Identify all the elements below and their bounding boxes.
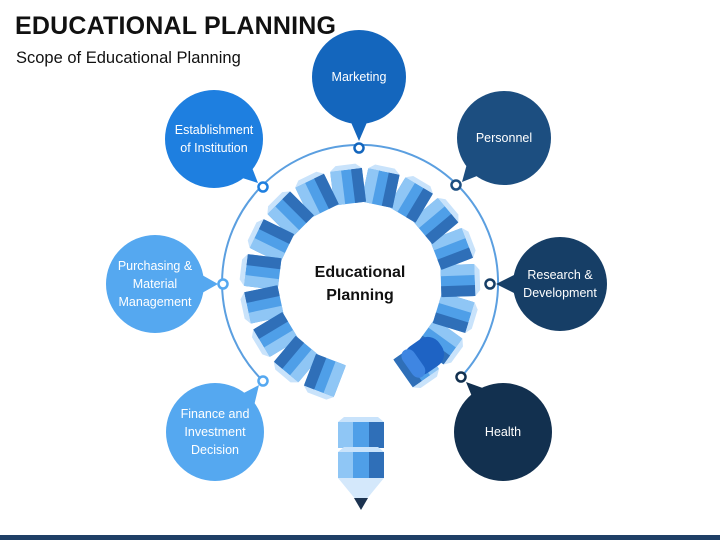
pencil-tip (338, 417, 384, 510)
bubble-tail (202, 275, 218, 293)
page-title: EDUCATIONAL PLANNING (15, 12, 337, 40)
pencil-segment (267, 191, 315, 239)
pencil-segment (429, 227, 476, 270)
pencil-segment (432, 292, 478, 333)
bottom-bar (0, 535, 720, 540)
connector-dot (257, 181, 269, 193)
center-label: Educational Planning (314, 264, 406, 304)
bubble-group (106, 30, 607, 481)
pencil-segment (295, 171, 339, 219)
connector-dot (455, 371, 467, 383)
bubble-circle (513, 237, 607, 331)
pencil-segment (240, 285, 285, 324)
bubble-circle (106, 235, 204, 333)
bubble-personnel (450, 91, 551, 191)
bubble-tail (350, 120, 368, 141)
bubble-finance (166, 375, 269, 481)
pencil-segment (440, 264, 481, 298)
pencil-segment (239, 254, 282, 291)
pencil-segment (361, 164, 400, 209)
page-subtitle: Scope of Educational Planning (16, 49, 241, 67)
bubble-circle (165, 90, 263, 188)
bubble-circle (166, 383, 264, 481)
bubble-marketing (312, 30, 406, 154)
pencil-eraser (401, 336, 445, 378)
pencil-segment (303, 353, 346, 400)
bubble-establishment (165, 90, 269, 193)
bubble-tail (496, 275, 514, 293)
bubble-purchasing (106, 235, 229, 333)
connector-dot (217, 278, 229, 290)
bubble-circle (312, 30, 406, 124)
pencil-graphic (239, 163, 481, 510)
connector-dot (257, 375, 269, 387)
bubble-research (484, 237, 607, 331)
bubble-circle (454, 383, 552, 481)
connector-dot (484, 278, 496, 290)
bubble-circle (457, 91, 551, 185)
connector-dot (353, 142, 365, 154)
pencil-segment (330, 163, 367, 206)
pencil-segment (388, 175, 433, 223)
pencil-segment (247, 219, 295, 263)
pencil-segment (411, 197, 459, 245)
pencil-segment (251, 312, 299, 357)
connector-dot (450, 179, 462, 191)
bubble-health (454, 371, 552, 481)
pencil-segment (273, 335, 321, 383)
